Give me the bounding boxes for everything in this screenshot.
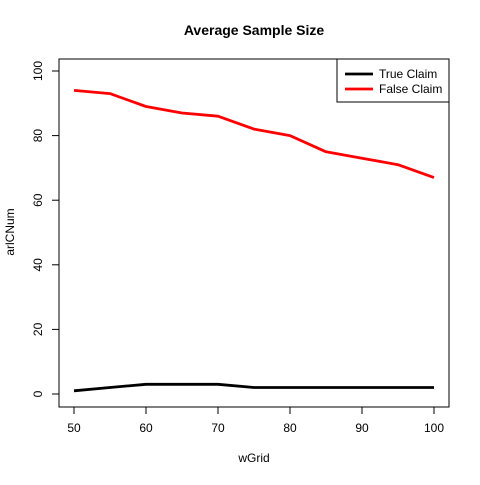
x-tick-label: 60 — [139, 421, 153, 435]
series-layer — [73, 89, 435, 393]
y-tick-label: 0 — [31, 390, 45, 397]
y-tick-label: 80 — [31, 129, 45, 143]
legend-box — [336, 58, 450, 103]
y-tick-label: 20 — [31, 322, 45, 336]
legend-label-2: False Claim — [379, 82, 442, 96]
x-tick-label: 100 — [424, 421, 444, 435]
chart-title: Average Sample Size — [184, 22, 325, 38]
x-tick-label: 80 — [283, 421, 297, 435]
x-tick-label: 50 — [67, 421, 81, 435]
x-axis: 50 60 70 80 90 100 — [67, 406, 444, 435]
series-line-1 — [73, 382, 434, 393]
legend-label-1: True Claim — [379, 67, 437, 81]
plot-border — [58, 58, 450, 408]
y-axis: 0 20 40 60 80 100 — [31, 61, 60, 397]
y-tick-label: 100 — [31, 61, 45, 81]
x-tick-label: 90 — [355, 421, 369, 435]
y-tick-label: 60 — [31, 193, 45, 207]
y-axis-label: arlCNum — [3, 208, 17, 255]
x-axis-label: wGrid — [237, 451, 269, 465]
series-line-2 — [73, 89, 435, 179]
x-tick-label: 70 — [211, 421, 225, 435]
y-tick-label: 40 — [31, 258, 45, 272]
